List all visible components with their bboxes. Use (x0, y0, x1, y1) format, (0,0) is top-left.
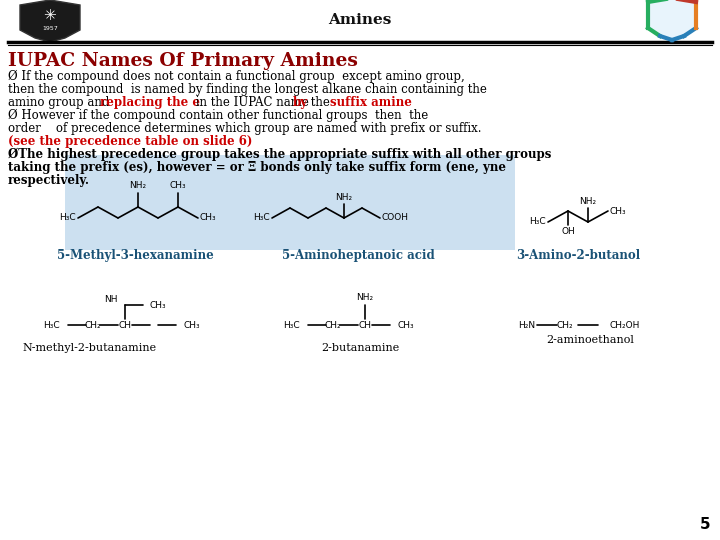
Text: NH₂: NH₂ (580, 197, 597, 206)
Text: IUPAC Names Of Primary Amines: IUPAC Names Of Primary Amines (8, 52, 358, 70)
Text: CH: CH (119, 321, 132, 329)
Text: amino group and: amino group and (8, 96, 113, 109)
Text: CH₃: CH₃ (170, 181, 186, 191)
Text: N-methyl-2-butanamine: N-methyl-2-butanamine (23, 343, 157, 353)
Text: respectively.: respectively. (8, 174, 90, 187)
Text: NH: NH (104, 294, 118, 303)
Bar (65, 155, 515, 250)
Text: CH₃: CH₃ (150, 300, 166, 309)
Text: CH₂OH: CH₂OH (610, 321, 640, 329)
Text: replacing the e: replacing the e (100, 96, 200, 109)
Text: ØThe highest precedence group takes the appropriate suffix with all other groups: ØThe highest precedence group takes the … (8, 148, 552, 161)
Text: 1957: 1957 (42, 26, 58, 31)
Text: COOH: COOH (382, 213, 409, 222)
Text: then the compound  is named by finding the longest alkane chain containing the: then the compound is named by finding th… (8, 83, 487, 96)
Text: Ø If the compound does not contain a functional group  except amino group,: Ø If the compound does not contain a fun… (8, 70, 464, 83)
Text: 3-Amino-2-butanol: 3-Amino-2-butanol (516, 249, 640, 262)
Text: NH₂: NH₂ (336, 192, 353, 201)
Text: CH₃: CH₃ (397, 321, 413, 329)
Text: 2-butanamine: 2-butanamine (321, 343, 399, 353)
Text: CH₃: CH₃ (610, 206, 626, 215)
Text: Amines: Amines (328, 13, 392, 27)
Text: NH₂: NH₂ (356, 294, 374, 302)
Text: CH₂: CH₂ (557, 321, 573, 329)
Text: OH: OH (561, 227, 575, 237)
Text: suffix amine: suffix amine (330, 96, 412, 109)
Text: H₃C: H₃C (253, 213, 270, 222)
Text: CH: CH (359, 321, 372, 329)
Text: 5-Aminoheptanoic acid: 5-Aminoheptanoic acid (282, 249, 434, 262)
Text: CH₂: CH₂ (325, 321, 341, 329)
Text: (see the precedence table on slide 6): (see the precedence table on slide 6) (8, 135, 253, 148)
Polygon shape (648, 0, 696, 40)
Text: H₂N: H₂N (518, 321, 535, 329)
Text: Ø However if the compound contain other functional groups  then  the: Ø However if the compound contain other … (8, 109, 428, 122)
Text: 5: 5 (699, 517, 710, 532)
Text: the: the (307, 96, 333, 109)
Text: by: by (293, 96, 308, 109)
Text: taking the prefix (es), however = or Ξ bonds only take suffix form (ene, yne: taking the prefix (es), however = or Ξ b… (8, 161, 506, 174)
Text: H₃C: H₃C (59, 213, 76, 222)
Text: NH₂: NH₂ (130, 181, 147, 191)
Text: ✳: ✳ (44, 8, 56, 23)
Polygon shape (20, 0, 80, 42)
Text: H₃C: H₃C (529, 218, 546, 226)
Text: H₃C: H₃C (43, 321, 60, 329)
Text: CH₂: CH₂ (85, 321, 102, 329)
Text: in the IUPAC name: in the IUPAC name (192, 96, 312, 109)
Text: H₃C: H₃C (284, 321, 300, 329)
Text: CH₃: CH₃ (200, 213, 217, 222)
Text: 2-aminoethanol: 2-aminoethanol (546, 335, 634, 345)
Text: CH₃: CH₃ (183, 321, 199, 329)
Text: order    of precedence determines which group are named with prefix or suffix.: order of precedence determines which gro… (8, 122, 482, 135)
Text: 5-Methyl-3-hexanamine: 5-Methyl-3-hexanamine (57, 249, 213, 262)
